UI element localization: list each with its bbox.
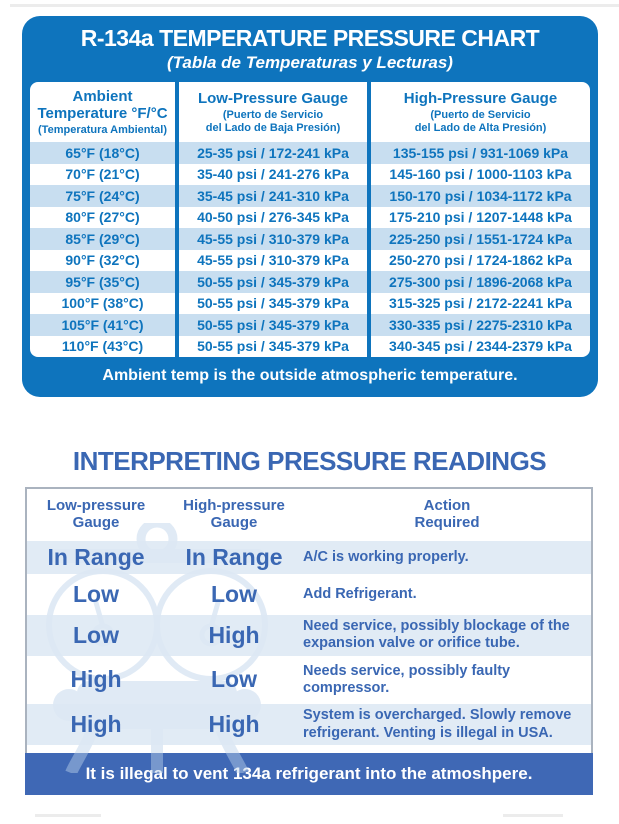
action-required-text: A/C is working properly. xyxy=(303,548,469,565)
header-action-required: Action Required xyxy=(414,497,480,532)
venting-warning-banner: It is illegal to vent 134a refrigerant i… xyxy=(25,753,593,795)
header-cell-low-pressure-gauge: Low-Pressure Gauge (Puerto de Servicio d… xyxy=(175,82,367,142)
table-row: 75°F (24°C) 35-45 psi / 241-310 kPa 150-… xyxy=(30,185,590,207)
cell-temperature: 100°F (38°C) xyxy=(61,295,144,312)
cell-temperature: 105°F (41°C) xyxy=(30,314,175,336)
action-required-text: System is overcharged. Slowly remove ref… xyxy=(303,707,572,741)
low-gauge-reading: Low xyxy=(73,621,119,648)
column-subtitle: (Temperatura Ambiental) xyxy=(38,123,167,136)
cell-high-pressure: 225-250 psi / 1551-1724 kPa xyxy=(367,228,590,250)
cell-low-pressure: 35-40 psi / 241-276 kPa xyxy=(175,163,367,185)
cell-high-pressure: 135-155 psi / 931-1069 kPa xyxy=(367,142,590,164)
column-title: Ambient Temperature °F/°C xyxy=(37,88,168,123)
interpreting-row: Low Low Add Refrigerant. xyxy=(27,578,591,611)
interpreting-row: Low High Need service, possibly blockage… xyxy=(27,614,591,656)
cell-low-pressure: 50-55 psi / 345-379 kPa xyxy=(175,292,367,314)
cell-low-pressure: 45-55 psi / 310-379 kPa xyxy=(175,228,367,250)
cell-high-pressure: 145-160 psi / 1000-1103 kPa xyxy=(367,163,590,185)
high-gauge-reading: Low xyxy=(211,580,257,607)
chart-footnote: Ambient temp is the outside atmospheric … xyxy=(102,367,518,384)
column-title: Low-Pressure Gauge xyxy=(197,90,349,108)
table-row: 95°F (35°C) 50-55 psi / 345-379 kPa 275-… xyxy=(30,271,590,293)
pressure-table-header-row: Ambient Temperature °F/°C (Temperatura A… xyxy=(30,82,590,142)
high-gauge-reading: Low xyxy=(211,666,257,693)
chart-title: R-134a TEMPERATURE PRESSURE CHART xyxy=(80,25,540,51)
low-gauge-reading: In Range xyxy=(47,543,145,570)
scan-artifact-dash xyxy=(35,814,101,817)
cell-high-pressure: 175-210 psi / 1207-1448 kPa xyxy=(367,206,590,228)
cell-temperature: 85°F (29°C) xyxy=(30,228,175,250)
cell-temperature: 80°F (27°C) xyxy=(65,209,140,226)
table-row: 80°F (27°C) 40-50 psi / 276-345 kPa 175-… xyxy=(30,206,590,228)
cell-high-pressure: 315-325 psi / 2172-2241 kPa xyxy=(367,292,590,314)
header-high-pressure-gauge: High-pressure Gauge xyxy=(183,497,285,532)
pressure-table-body: 65°F (18°C) 25-35 psi / 172-241 kPa 135-… xyxy=(30,142,590,357)
header-cell-ambient-temperature: Ambient Temperature °F/°C (Temperatura A… xyxy=(30,82,175,142)
action-required-text: Needs service, possibly faulty compresso… xyxy=(303,662,511,696)
cell-low-pressure: 45-55 psi / 310-379 kPa xyxy=(175,249,367,271)
column-subtitle: (Puerto de Servicio del Lado de Alta Pre… xyxy=(414,109,547,134)
cell-low-pressure: 50-55 psi / 345-379 kPa xyxy=(175,314,367,336)
action-required-text: Add Refrigerant. xyxy=(303,585,417,602)
table-row: 100°F (38°C) 50-55 psi / 345-379 kPa 315… xyxy=(30,292,590,314)
cell-high-pressure: 250-270 psi / 1724-1862 kPa xyxy=(367,249,590,271)
cell-high-pressure: 275-300 psi / 1896-2068 kPa xyxy=(367,271,590,293)
table-row: 65°F (18°C) 25-35 psi / 172-241 kPa 135-… xyxy=(30,142,590,164)
cell-high-pressure: 340-345 psi / 2344-2379 kPa xyxy=(367,335,590,357)
interpreting-row: In Range In Range A/C is working properl… xyxy=(27,540,591,574)
cell-low-pressure: 40-50 psi / 276-345 kPa xyxy=(175,206,367,228)
scan-artifact-line xyxy=(10,4,619,7)
cell-temperature: 65°F (18°C) xyxy=(30,142,175,164)
cell-low-pressure: 50-55 psi / 345-379 kPa xyxy=(175,271,367,293)
cell-temperature: 110°F (43°C) xyxy=(61,338,144,355)
interpreting-section-title: INTERPRETING PRESSURE READINGS xyxy=(72,446,547,476)
interpreting-table-body: In Range In Range A/C is working properl… xyxy=(27,537,591,749)
cell-temperature: 90°F (32°C) xyxy=(65,252,140,269)
table-row: 85°F (29°C) 45-55 psi / 310-379 kPa 225-… xyxy=(30,228,590,250)
cell-temperature: 70°F (21°C) xyxy=(65,166,140,183)
table-row: 70°F (21°C) 35-40 psi / 241-276 kPa 145-… xyxy=(30,163,590,185)
interpreting-header-row: Low-pressure Gauge High-pressure Gauge A… xyxy=(27,493,591,532)
action-required-text: Need service, possibly blockage of the e… xyxy=(303,617,570,652)
cell-low-pressure: 50-55 psi / 345-379 kPa xyxy=(175,335,367,357)
interpreting-table: Low-pressure Gauge High-pressure Gauge A… xyxy=(25,487,593,795)
header-low-pressure-gauge: Low-pressure Gauge xyxy=(46,497,146,532)
pressure-table: Ambient Temperature °F/°C (Temperatura A… xyxy=(30,82,590,357)
pressure-chart-card: R-134a TEMPERATURE PRESSURE CHART (Tabla… xyxy=(22,16,598,397)
cell-low-pressure: 35-45 psi / 241-310 kPa xyxy=(175,185,367,207)
column-subtitle: (Puerto de Servicio del Lado de Baja Pre… xyxy=(205,109,341,134)
high-gauge-reading: High xyxy=(208,621,260,648)
table-row: 90°F (32°C) 45-55 psi / 310-379 kPa 250-… xyxy=(30,249,590,271)
chart-subtitle: (Tabla de Temperaturas y Lecturas) xyxy=(167,53,453,72)
high-gauge-reading: High xyxy=(208,711,260,738)
table-row: 105°F (41°C) 50-55 psi / 345-379 kPa 330… xyxy=(30,314,590,336)
low-gauge-reading: High xyxy=(70,666,122,693)
high-gauge-reading: In Range xyxy=(185,543,283,570)
low-gauge-reading: Low xyxy=(73,580,119,607)
low-gauge-reading: High xyxy=(70,711,122,738)
table-row: 110°F (43°C) 50-55 psi / 345-379 kPa 340… xyxy=(30,335,590,357)
cell-high-pressure: 150-170 psi / 1034-1172 kPa xyxy=(367,185,590,207)
scan-artifact-dash xyxy=(503,814,563,817)
interpreting-row: High Low Needs service, possibly faulty … xyxy=(27,660,591,701)
cell-temperature: 75°F (24°C) xyxy=(30,185,175,207)
cell-high-pressure: 330-335 psi / 2275-2310 kPa xyxy=(367,314,590,336)
interpreting-row: High High System is overcharged. Slowly … xyxy=(27,704,591,746)
column-title: High-Pressure Gauge xyxy=(403,90,558,108)
cell-low-pressure: 25-35 psi / 172-241 kPa xyxy=(175,142,367,164)
header-cell-high-pressure-gauge: High-Pressure Gauge (Puerto de Servicio … xyxy=(367,82,590,142)
cell-temperature: 95°F (35°C) xyxy=(30,271,175,293)
